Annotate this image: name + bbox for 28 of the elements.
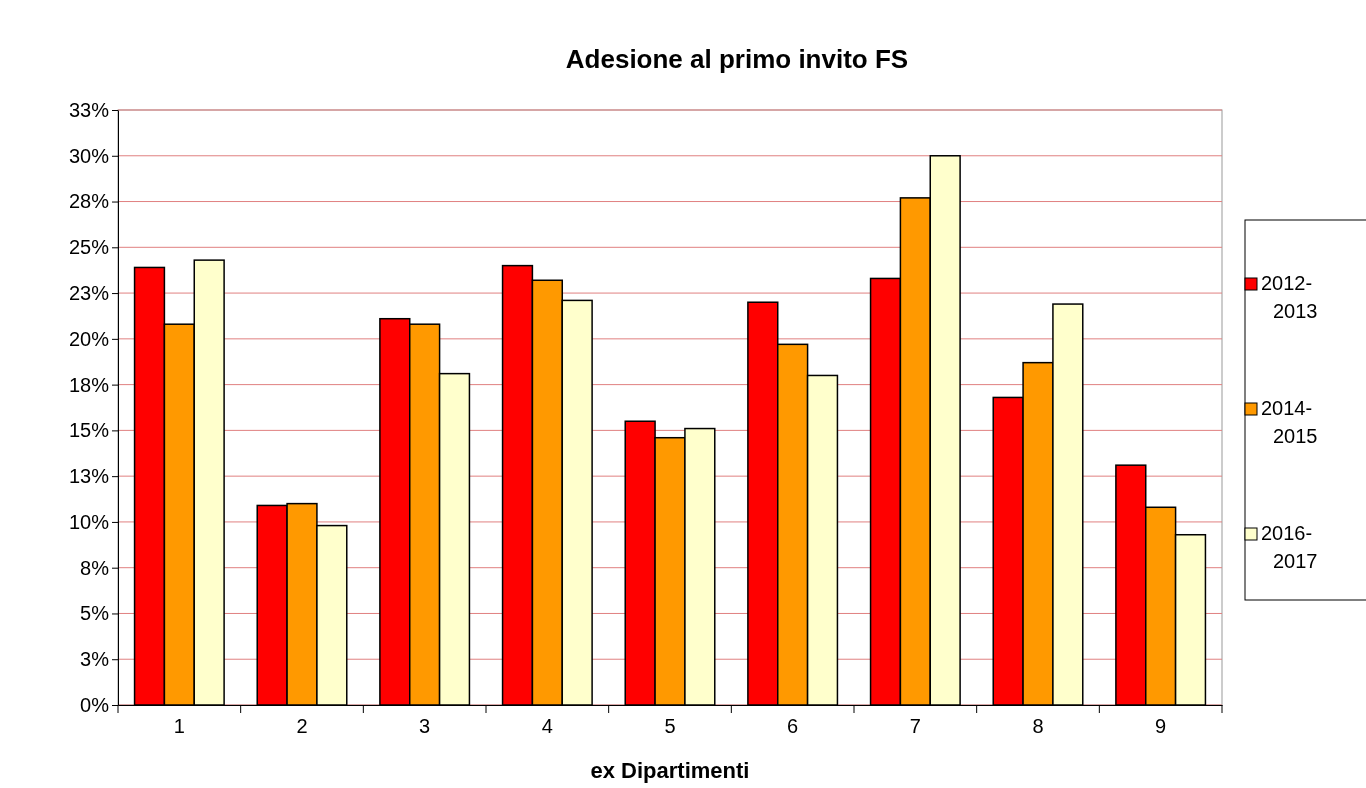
y-tick-label: 13% bbox=[68, 465, 110, 488]
y-tick-label: 18% bbox=[68, 373, 110, 396]
y-tick-label: 5% bbox=[80, 602, 110, 625]
y-tick-label: 8% bbox=[80, 556, 110, 579]
x-tick-label: 8 bbox=[1032, 715, 1044, 738]
y-tick-label: 23% bbox=[68, 281, 110, 304]
x-tick-label: 3 bbox=[419, 715, 431, 738]
legend-label: 2014-2015 bbox=[1261, 397, 1318, 447]
x-axis-title: ex Dipartimenti bbox=[590, 758, 750, 783]
y-tick-label: 25% bbox=[68, 236, 110, 259]
y-tick-label: 0% bbox=[80, 693, 110, 716]
y-tick-label: 28% bbox=[68, 190, 110, 213]
x-tick-label: 1 bbox=[173, 715, 185, 738]
chart-title: Adesione al primo invito FS bbox=[565, 44, 909, 74]
x-tick-label: 9 bbox=[1155, 715, 1167, 738]
y-tick-label: 10% bbox=[68, 510, 110, 533]
x-tick-label: 4 bbox=[541, 715, 553, 738]
y-tick-label: 3% bbox=[80, 648, 110, 671]
x-tick-label: 5 bbox=[664, 715, 676, 738]
x-tick-label: 2 bbox=[296, 715, 308, 738]
y-tick-label: 20% bbox=[68, 327, 110, 350]
y-tick-label: 33% bbox=[68, 98, 110, 121]
legend-label: 2016-2017 bbox=[1261, 522, 1318, 572]
x-tick-label: 7 bbox=[909, 715, 921, 738]
y-tick-label: 30% bbox=[68, 144, 110, 167]
y-tick-label: 15% bbox=[68, 419, 110, 442]
legend-label: 2012-2013 bbox=[1261, 272, 1318, 322]
x-tick-label: 6 bbox=[787, 715, 799, 738]
